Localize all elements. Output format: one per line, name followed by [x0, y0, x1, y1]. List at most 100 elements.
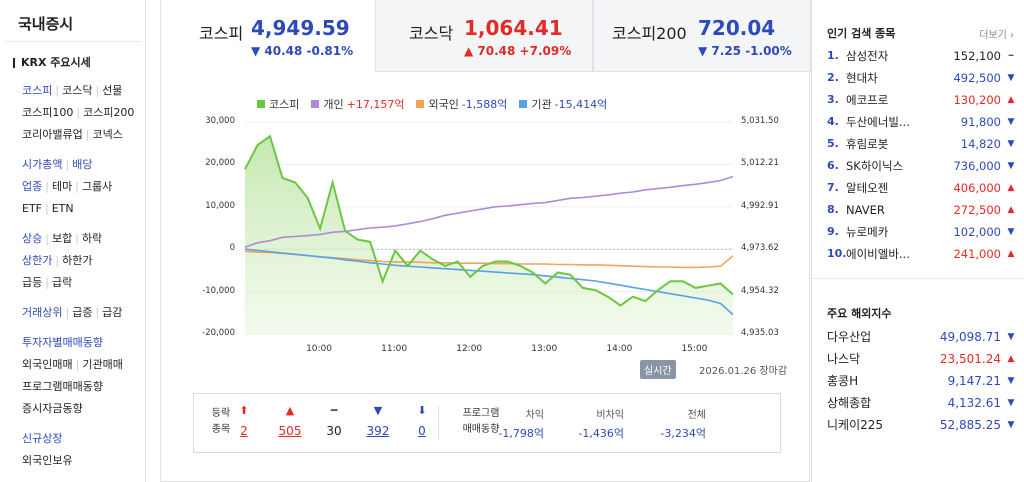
stock-price: 272,500	[953, 203, 1001, 217]
overseas-index-item[interactable]: 상해종합 4,132.61 ▼	[827, 392, 1017, 414]
sidebar-link[interactable]: 급등	[22, 276, 43, 289]
popular-item[interactable]: 6. SK하이닉스 736,000 ▼	[827, 155, 1017, 177]
program-value: -3,234억	[660, 427, 706, 440]
sidebar-link[interactable]: 코스피100	[22, 106, 74, 119]
popular-item[interactable]: 3. 에코프로 130,200 ▲	[827, 89, 1017, 111]
index-name: 나스닥	[827, 352, 861, 366]
popular-item[interactable]: 9. 뉴로메카 102,000 ▼	[827, 221, 1017, 243]
sidebar-link[interactable]: 신규상장	[22, 432, 63, 445]
stock-price: 241,000	[953, 247, 1001, 261]
sidebar-link[interactable]: 그룹사	[81, 180, 113, 193]
sidebar-link[interactable]: 증시자금동향	[22, 402, 83, 415]
sidebar-link[interactable]: 보합	[51, 232, 73, 245]
sidebar-row: 거래상위 | 급증 | 급감	[22, 302, 145, 324]
popular-item[interactable]: 1. 삼성전자 152,100 ━	[827, 45, 1017, 67]
sidebar-link[interactable]: 코리아밸류업	[22, 128, 83, 141]
sidebar-link[interactable]: 시가총액	[22, 158, 63, 171]
triangle-down-icon: ▼	[1007, 117, 1015, 127]
index-value: 23,501.24	[939, 352, 1001, 366]
overseas-index-item[interactable]: 니케이225 52,885.25 ▼	[827, 414, 1017, 436]
kospi-area	[245, 136, 733, 334]
sidebar-link[interactable]: 코스피	[22, 84, 53, 97]
index-tabs: 코스피 4,949.59 ▼ 40.48 -0.81% 코스닥 1,064.41…	[161, 0, 811, 72]
legend-name: 개인	[323, 98, 344, 111]
separator: |	[95, 306, 100, 319]
sidebar-link[interactable]: 코스닥	[62, 84, 93, 97]
sidebar-link[interactable]: 상한가	[22, 254, 53, 267]
sidebar-link[interactable]: 테마	[51, 180, 73, 193]
sidebar-link[interactable]: ETN	[51, 202, 74, 215]
popular-item[interactable]: 7. 알테오젠 406,000 ▲	[827, 177, 1017, 199]
separator: |	[55, 84, 60, 97]
breadth-count[interactable]: 505	[278, 424, 302, 438]
overseas-index-item[interactable]: 나스닥 23,501.24 ▲	[827, 348, 1017, 370]
sidebar-link[interactable]: 외국인매매	[22, 358, 73, 371]
triangle-down-icon: ▼	[1007, 139, 1015, 149]
popular-item[interactable]: 8. NAVER 272,500 ▲	[827, 199, 1017, 221]
stock-price: 406,000	[953, 181, 1001, 195]
popular-item[interactable]: 4. 두산에너빌... 91,800 ▼	[827, 111, 1017, 133]
chevron-right-icon: ›	[1006, 30, 1014, 41]
triangle-down-icon: ▼	[1007, 376, 1015, 386]
sidebar-link[interactable]: 업종	[22, 180, 43, 193]
overseas-index-item[interactable]: 다우산업 49,098.71 ▼	[827, 326, 1017, 348]
separator: |	[65, 158, 70, 171]
legend-swatch	[311, 100, 320, 108]
more-link[interactable]: 더보기 ›	[979, 26, 1014, 41]
rank: 6.	[827, 159, 839, 172]
triangle-down-icon: ▼	[1007, 332, 1015, 342]
sidebar-link[interactable]: 투자자별매매동향	[22, 336, 103, 349]
sidebar-link[interactable]: 급감	[102, 306, 123, 319]
legend-item[interactable]: 외국인 -1,588억	[416, 96, 507, 112]
main-panel: 코스피 4,949.59 ▼ 40.48 -0.81% 코스닥 1,064.41…	[160, 0, 811, 482]
sidebar-link[interactable]: 코넥스	[92, 128, 123, 141]
separator: |	[45, 180, 49, 193]
popular-item[interactable]: 2. 현대차 492,500 ▼	[827, 67, 1017, 89]
chart-legend: 코스피 개인 +17,157억 외국인 -1,588억 기관 -15,414억	[257, 96, 619, 112]
arrow-up-icon: ⬆	[239, 404, 249, 417]
breadth-count[interactable]: 0	[418, 424, 426, 438]
breadth-count: 30	[326, 424, 342, 438]
tab-kospi[interactable]: 코스피 4,949.59 ▼ 40.48 -0.81%	[161, 0, 375, 72]
legend-item[interactable]: 기관 -15,414억	[519, 96, 607, 112]
sidebar-link[interactable]: 코스피200	[83, 106, 135, 119]
y-tick-label: 20,000	[205, 158, 235, 169]
sidebar-link[interactable]: 배당	[72, 158, 93, 171]
legend-item[interactable]: 코스피	[257, 96, 299, 112]
sidebar-link[interactable]: 하한가	[62, 254, 93, 267]
realtime-badge[interactable]: 실시간	[640, 360, 676, 379]
sidebar-link[interactable]: 하락	[81, 232, 103, 245]
sidebar-link[interactable]: 상승	[22, 232, 43, 245]
sidebar-link[interactable]: 기관매매	[82, 358, 123, 371]
sidebar-link[interactable]: ETF	[22, 202, 42, 215]
breadth-count[interactable]: 2	[240, 424, 248, 438]
y2-tick-label: 4,992.91	[741, 200, 779, 211]
program-value: -1,436억	[578, 427, 624, 440]
breadth-count[interactable]: 392	[366, 424, 390, 438]
overseas-index-item[interactable]: 홍콩H 9,147.21 ▼	[827, 370, 1017, 392]
intraday-chart[interactable]	[161, 72, 811, 382]
sidebar-title: 국내증시	[5, 0, 140, 42]
sidebar-krx-heading[interactable]: KRX 주요시세	[0, 52, 145, 74]
sidebar-menu: 코스피 | 코스닥 | 선물 코스피100 | 코스피200 코리아밸류업 | 코넥스 시가총액 | 배당…	[0, 80, 145, 472]
separator: |	[45, 232, 49, 245]
sidebar-link[interactable]: 거래상위	[22, 306, 63, 319]
stock-price: 736,000	[953, 159, 1001, 173]
sidebar-link[interactable]: 프로그램매매동향	[22, 380, 103, 393]
tab-kospi200[interactable]: 코스피200 720.04 ▼ 7.25 -1.00%	[593, 0, 811, 72]
popular-item[interactable]: 10. 에이비엘바... 241,000 ▲	[827, 243, 1017, 265]
sidebar-row: 시가총액 | 배당	[22, 154, 145, 176]
tab-kosdaq[interactable]: 코스닥 1,064.41 ▲ 70.48 +7.09%	[375, 0, 593, 72]
popular-item[interactable]: 5. 휴림로봇 14,820 ▼	[827, 133, 1017, 155]
more-label: 더보기	[979, 30, 1007, 41]
sidebar-row: 외국인보유	[22, 450, 145, 472]
index-value: 9,147.21	[947, 374, 1001, 388]
series-line-3	[244, 248, 734, 316]
index-value: 52,885.25	[939, 418, 1001, 432]
sidebar-link[interactable]: 외국인보유	[22, 454, 73, 467]
sidebar-link[interactable]: 급증	[72, 306, 93, 319]
sidebar-link[interactable]: 선물	[102, 84, 123, 97]
stock-name: NAVER	[846, 203, 885, 217]
sidebar-link[interactable]: 급락	[51, 276, 73, 289]
legend-item[interactable]: 개인 +17,157억	[311, 96, 404, 112]
